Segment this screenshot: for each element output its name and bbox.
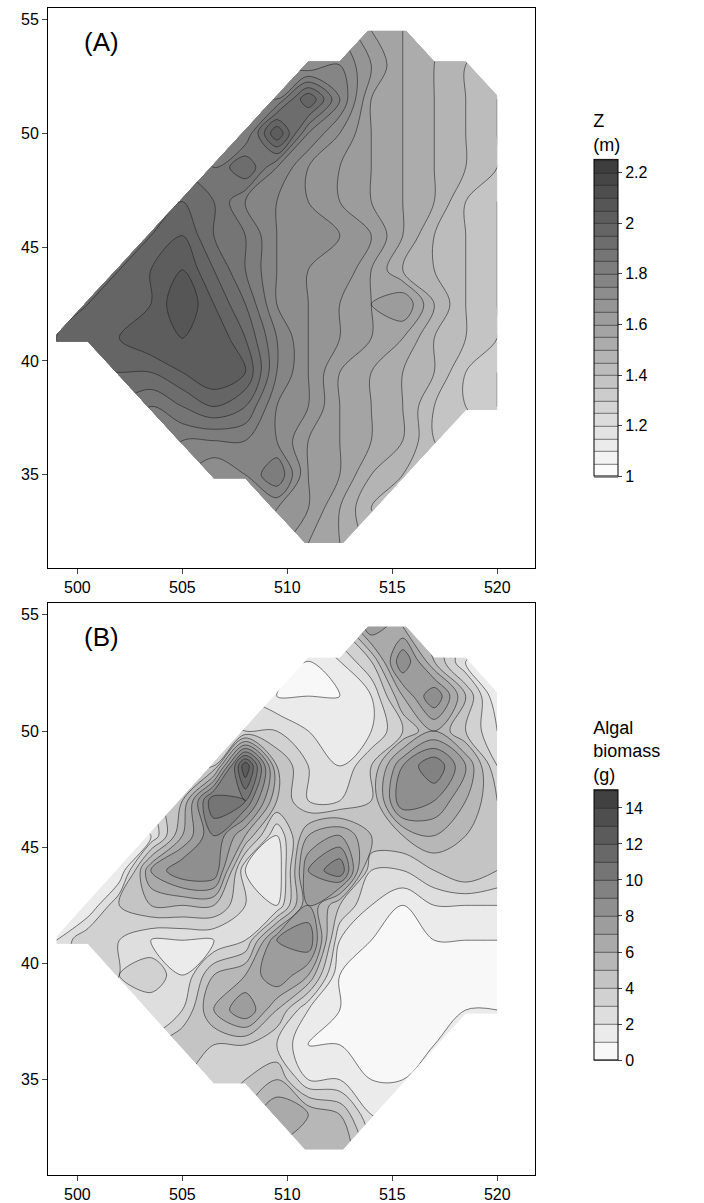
svg-text:515: 515 xyxy=(379,1186,406,1203)
svg-text:Z(m): Z(m) xyxy=(593,111,620,154)
svg-text:14: 14 xyxy=(625,799,643,816)
svg-text:1: 1 xyxy=(625,468,634,485)
svg-text:40: 40 xyxy=(21,955,39,972)
svg-text:(A): (A) xyxy=(84,27,119,57)
svg-text:2: 2 xyxy=(625,215,634,232)
svg-text:515: 515 xyxy=(379,579,406,596)
svg-text:35: 35 xyxy=(21,1071,39,1088)
svg-text:(B): (B) xyxy=(84,622,119,652)
svg-text:520: 520 xyxy=(484,1186,511,1203)
svg-text:1.8: 1.8 xyxy=(625,265,647,282)
svg-text:35: 35 xyxy=(21,466,39,483)
svg-text:510: 510 xyxy=(274,1186,301,1203)
svg-text:1.4: 1.4 xyxy=(625,367,647,384)
svg-text:55: 55 xyxy=(21,606,39,623)
svg-text:8: 8 xyxy=(625,908,634,925)
svg-text:0: 0 xyxy=(625,1052,634,1069)
svg-text:12: 12 xyxy=(625,836,643,853)
svg-text:45: 45 xyxy=(21,839,39,856)
svg-text:2: 2 xyxy=(625,1016,634,1033)
svg-text:Algalbiomass(g): Algalbiomass(g) xyxy=(593,718,660,785)
svg-text:10: 10 xyxy=(625,872,643,889)
svg-text:6: 6 xyxy=(625,944,634,961)
svg-text:500: 500 xyxy=(64,579,91,596)
svg-text:45: 45 xyxy=(21,239,39,256)
svg-text:55: 55 xyxy=(21,11,39,28)
svg-text:505: 505 xyxy=(169,579,196,596)
svg-text:505: 505 xyxy=(169,1186,196,1203)
svg-text:520: 520 xyxy=(484,579,511,596)
svg-text:40: 40 xyxy=(21,353,39,370)
svg-text:510: 510 xyxy=(274,579,301,596)
svg-text:4: 4 xyxy=(625,980,634,997)
svg-text:1.2: 1.2 xyxy=(625,417,647,434)
svg-text:50: 50 xyxy=(21,125,39,142)
svg-text:50: 50 xyxy=(21,723,39,740)
svg-text:1.6: 1.6 xyxy=(625,316,647,333)
svg-text:500: 500 xyxy=(64,1186,91,1203)
svg-text:2.2: 2.2 xyxy=(625,164,647,181)
